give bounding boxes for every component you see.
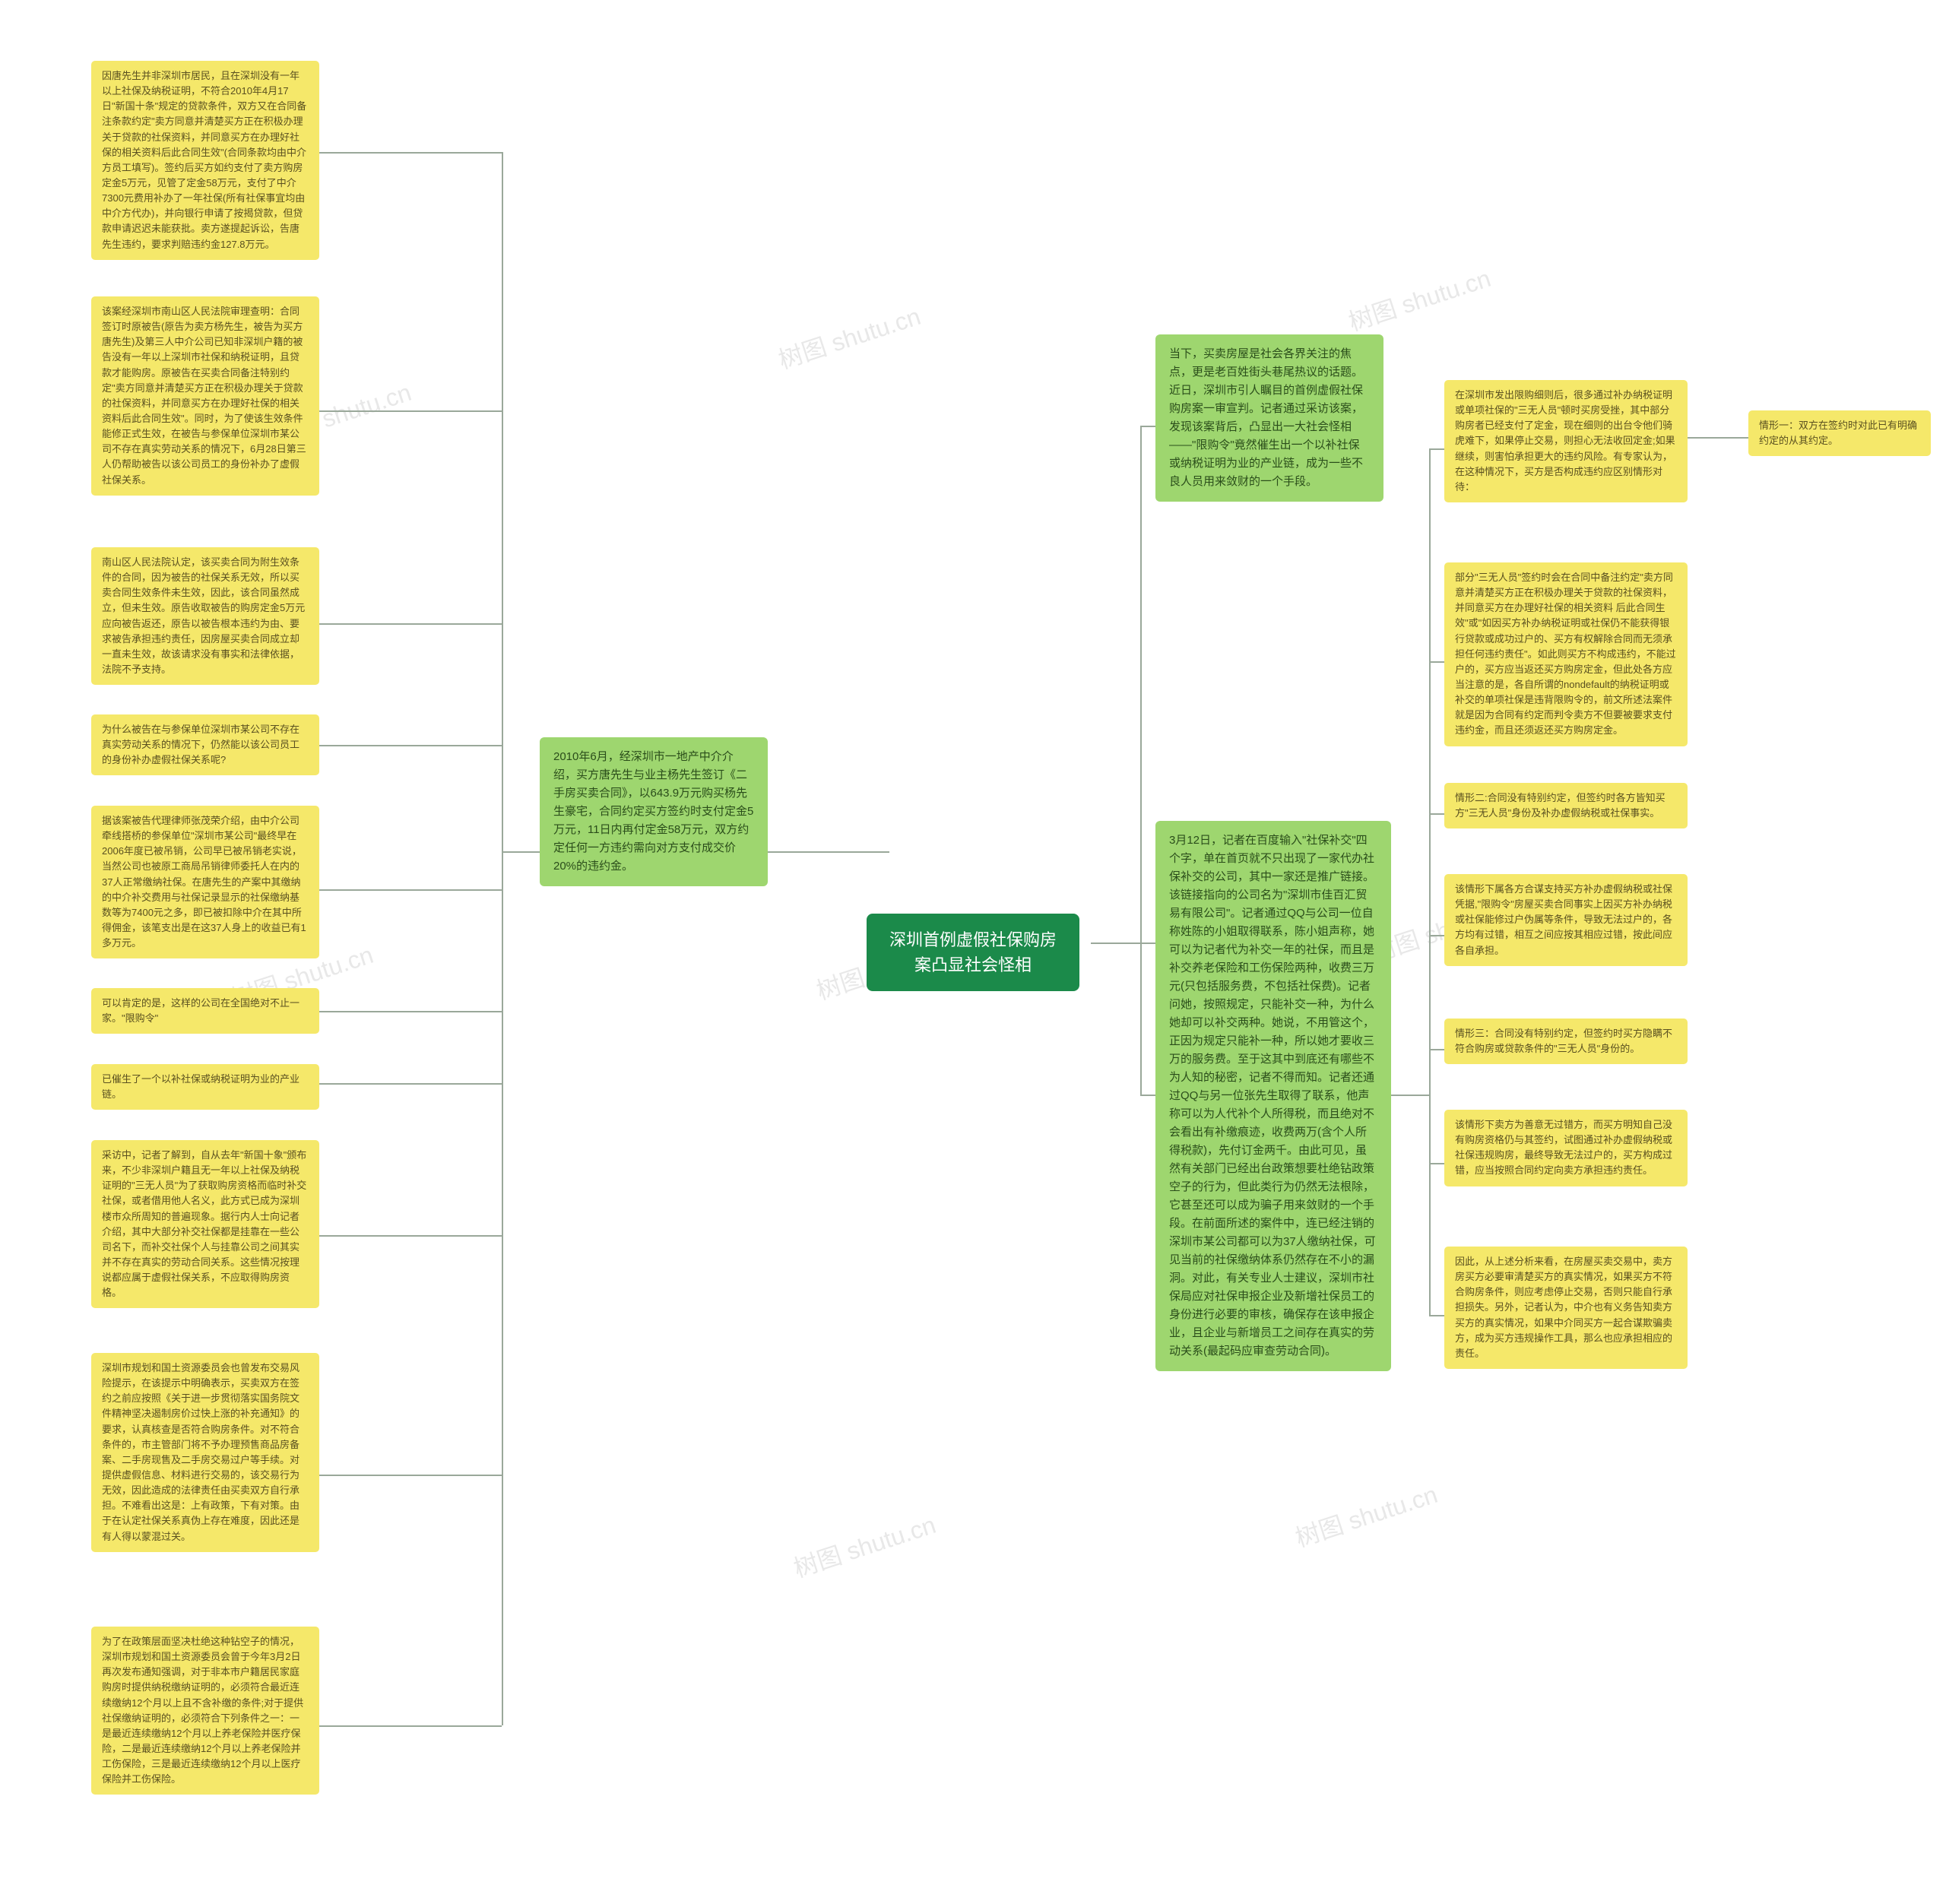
connector	[502, 152, 503, 1725]
connector	[319, 1475, 502, 1476]
connector	[319, 1235, 502, 1237]
connector	[1140, 426, 1142, 1095]
connector	[1429, 935, 1444, 936]
connector	[319, 623, 502, 625]
connector	[1429, 1315, 1444, 1316]
left-leaf-3: 为什么被告在与参保单位深圳市某公司不存在真实劳动关系的情况下，仍然能以该公司员工…	[91, 714, 319, 775]
right-leaf-2: 情形二:合同没有特别约定，但签约时各方皆知买方"三无人员"身份及补办虚假纳税或社…	[1444, 783, 1688, 828]
connector	[1140, 1095, 1155, 1096]
left-leaf-5: 可以肯定的是，这样的公司在全国绝对不止一家。"限购令"	[91, 988, 319, 1034]
connector	[319, 1083, 502, 1085]
watermark: 树图 shutu.cn	[1344, 259, 1495, 338]
connector	[1429, 448, 1444, 450]
left-leaf-7: 采访中，记者了解到，自从去年"新国十象"颁布来，不少非深圳户籍且无一年以上社保及…	[91, 1140, 319, 1308]
connector	[1688, 437, 1748, 439]
left-leaf-1: 该案经深圳市南山区人民法院审理查明：合同签订时原被告(原告为卖方杨先生，被告为买…	[91, 296, 319, 496]
left-leaf-8: 深圳市规划和国土资源委员会也曾发布交易风险提示，在该提示中明确表示，买卖双方在签…	[91, 1353, 319, 1552]
left-leaf-6: 已催生了一个以补社保或纳税证明为业的产业链。	[91, 1064, 319, 1110]
connector	[319, 745, 502, 746]
left-branch: 2010年6月，经深圳市一地产中介介绍，买方唐先生与业主杨先生签订《二手房买卖合…	[540, 737, 768, 886]
connector	[319, 152, 502, 154]
mindmap-container: 树图 shutu.cn 树图 shutu.cn 树图 shutu.cn 树图 s…	[15, 15, 1931, 1889]
connector	[1429, 813, 1444, 815]
watermark: 树图 shutu.cn	[1291, 1475, 1442, 1554]
connector	[319, 1725, 502, 1727]
left-leaf-0: 因唐先生并非深圳市居民，且在深圳没有一年以上社保及纳税证明，不符合2010年4月…	[91, 61, 319, 260]
right-leaf-5: 该情形下卖方为善意无过错方，而买方明知自己没有购房资格仍与其签约，试图通过补办虚…	[1444, 1110, 1688, 1186]
center-node: 深圳首例虚假社保购房案凸显社会怪相	[867, 914, 1079, 991]
right-leaf-0: 在深圳市发出限购细则后，很多通过补办纳税证明或单项社保的"三无人员"顿时买房受挫…	[1444, 380, 1688, 502]
right-branch-1: 3月12日，记者在百度输入"社保补交"四个字，单在首页就不只出现了一家代办社保补…	[1155, 821, 1391, 1371]
left-leaf-9: 为了在政策层面坚决杜绝这种钻空子的情况，深圳市规划和国土资源委员会曾于今年3月2…	[91, 1627, 319, 1795]
right-leaf-4: 情形三：合同没有特别约定，但签约时买方隐瞒不符合购房或贷款条件的"三无人员"身份…	[1444, 1019, 1688, 1064]
connector	[319, 1011, 502, 1012]
connector	[1429, 1049, 1444, 1050]
right-branch-0: 当下，买卖房屋是社会各界关注的焦点，更是老百姓街头巷尾热议的话题。近日，深圳市引…	[1155, 334, 1383, 502]
watermark: 树图 shutu.cn	[774, 297, 925, 376]
connector	[1429, 1163, 1444, 1164]
connector	[1391, 1095, 1429, 1096]
right-leaf-3: 该情形下属各方合谋支持买方补办虚假纳税或社保凭据,"限购令"房屋买卖合同事实上因…	[1444, 874, 1688, 966]
left-leaf-4: 据该案被告代理律师张茂荣介绍，由中介公司牵线搭桥的参保单位"深圳市某公司"最终早…	[91, 806, 319, 958]
connector	[1140, 426, 1155, 427]
connector	[319, 410, 502, 412]
connector	[768, 851, 889, 853]
connector	[1091, 942, 1155, 944]
connector	[1429, 448, 1431, 1315]
watermark: 树图 shutu.cn	[789, 1506, 940, 1585]
connector	[1429, 661, 1444, 663]
connector	[502, 851, 540, 853]
left-leaf-2: 南山区人民法院认定，该买卖合同为附生效条件的合同，因为被告的社保关系无效，所以买…	[91, 547, 319, 685]
right-subleaf-0: 情形一：双方在签约时对此已有明确约定的从其约定。	[1748, 410, 1931, 456]
connector	[319, 889, 502, 891]
right-leaf-6: 因此，从上述分析来看，在房屋买卖交易中，卖方房买方必要审清楚买方的真实情况，如果…	[1444, 1247, 1688, 1369]
right-leaf-1: 部分"三无人员"签约时会在合同中备注约定"卖方同意并清楚买方正在积极办理关于贷款…	[1444, 562, 1688, 746]
